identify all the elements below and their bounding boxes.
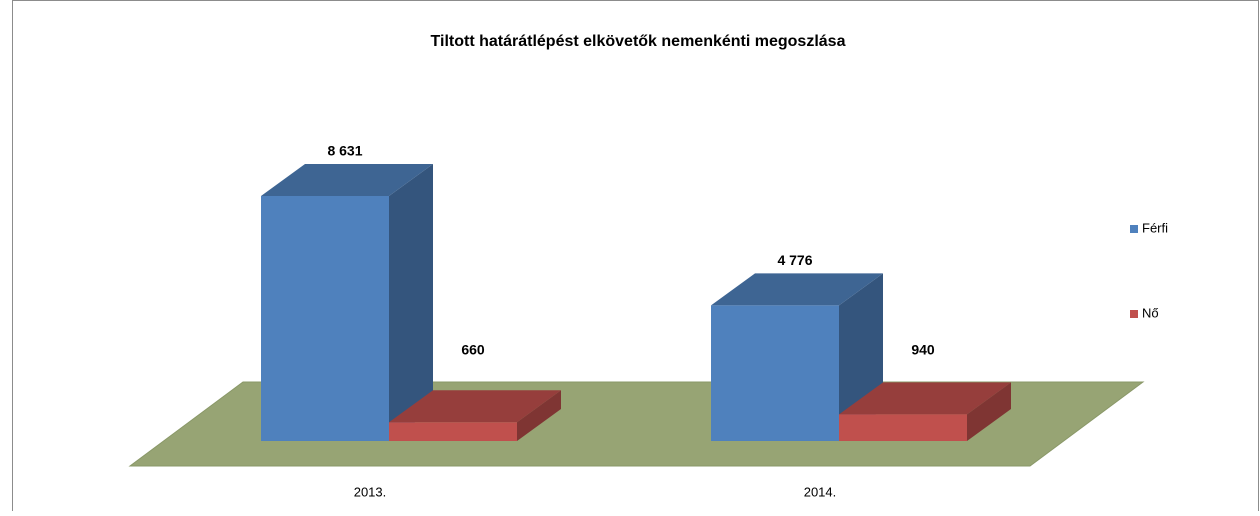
legend-swatch — [1130, 310, 1138, 318]
x-tick-label: 2014. — [804, 484, 837, 499]
data-label: 940 — [911, 342, 935, 358]
bar — [711, 305, 839, 441]
legend-label: Férfi — [1142, 220, 1168, 235]
chart-title: Tiltott határátlépést elkövetők nemenkén… — [431, 33, 846, 50]
bar-side — [517, 390, 561, 441]
bar — [839, 414, 967, 441]
data-label: 4 776 — [777, 252, 812, 268]
legend-swatch — [1130, 225, 1138, 233]
bar-top — [389, 390, 561, 423]
bar — [261, 196, 389, 441]
bar-side — [967, 382, 1011, 441]
bar-top — [839, 382, 1011, 415]
bar-top — [711, 273, 883, 306]
data-label: 8 631 — [327, 143, 362, 159]
bar-top — [261, 164, 433, 196]
legend-label: Nő — [1142, 305, 1159, 320]
bar-side — [389, 164, 433, 441]
x-tick-label: 2013. — [354, 484, 387, 499]
bar — [389, 422, 517, 441]
data-label: 660 — [461, 342, 485, 358]
